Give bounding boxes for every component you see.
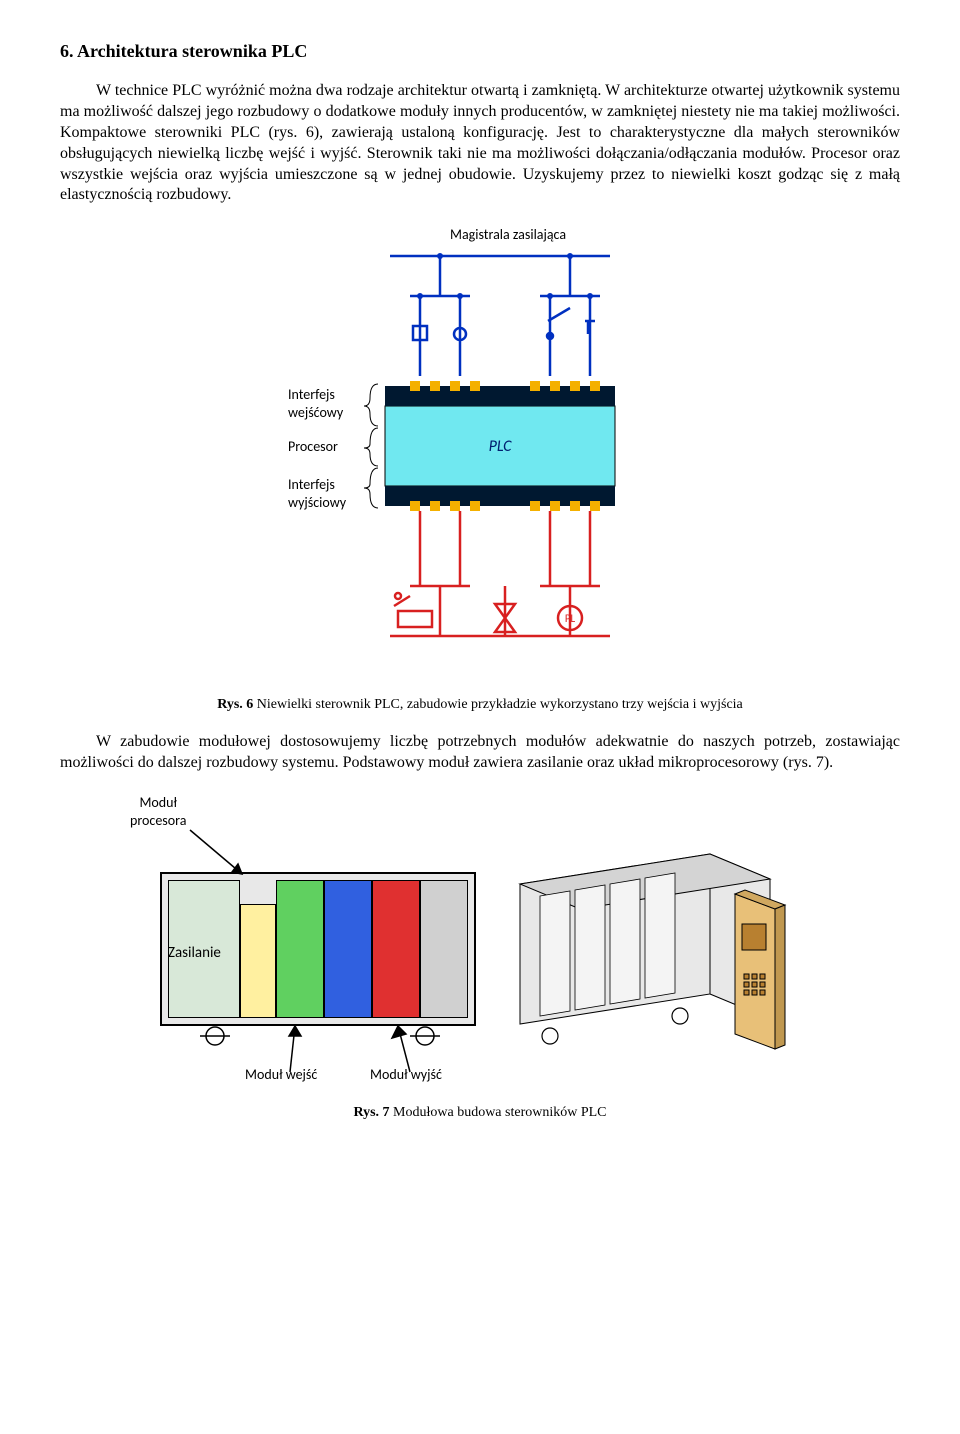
fig6-caption-text: Niewielki sterownik PLC, zabudowie przyk…	[253, 697, 742, 712]
paragraph-modular: W zabudowie modułowej dostosowujemy licz…	[60, 732, 900, 774]
label-interface-out: Interfejs wyjściowy	[288, 476, 346, 512]
fig7-caption-text: Modułowa budowa sterowników PLC	[390, 1105, 607, 1120]
paragraph-intro: W technice PLC wyróżnić można dwa rodzaj…	[60, 81, 900, 206]
figure-7: Moduł procesora Zasilanie	[60, 794, 900, 1094]
label-output-module: Moduł wyjść	[370, 1066, 442, 1084]
figure-7-caption: Rys. 7 Modułowa budowa sterowników PLC	[60, 1104, 900, 1122]
label-processor: Procesor	[288, 438, 338, 456]
fig7-annotations	[120, 794, 840, 1094]
fig6-pl-label: PL	[565, 612, 576, 625]
fig7-caption-bold: Rys. 7	[353, 1105, 389, 1120]
figure-6-caption: Rys. 6 Niewielki sterownik PLC, zabudowi…	[60, 696, 900, 714]
fig6-caption-bold: Rys. 6	[217, 697, 253, 712]
label-interface-in: Interfejs wejśćowy	[288, 386, 343, 422]
figure-6: Magistrala zasilająca	[60, 226, 900, 686]
section-heading: 6. Architektura sterownika PLC	[60, 40, 900, 63]
label-input-module: Moduł wejść	[245, 1066, 317, 1084]
fig6-plc-label: PLC	[489, 437, 512, 456]
